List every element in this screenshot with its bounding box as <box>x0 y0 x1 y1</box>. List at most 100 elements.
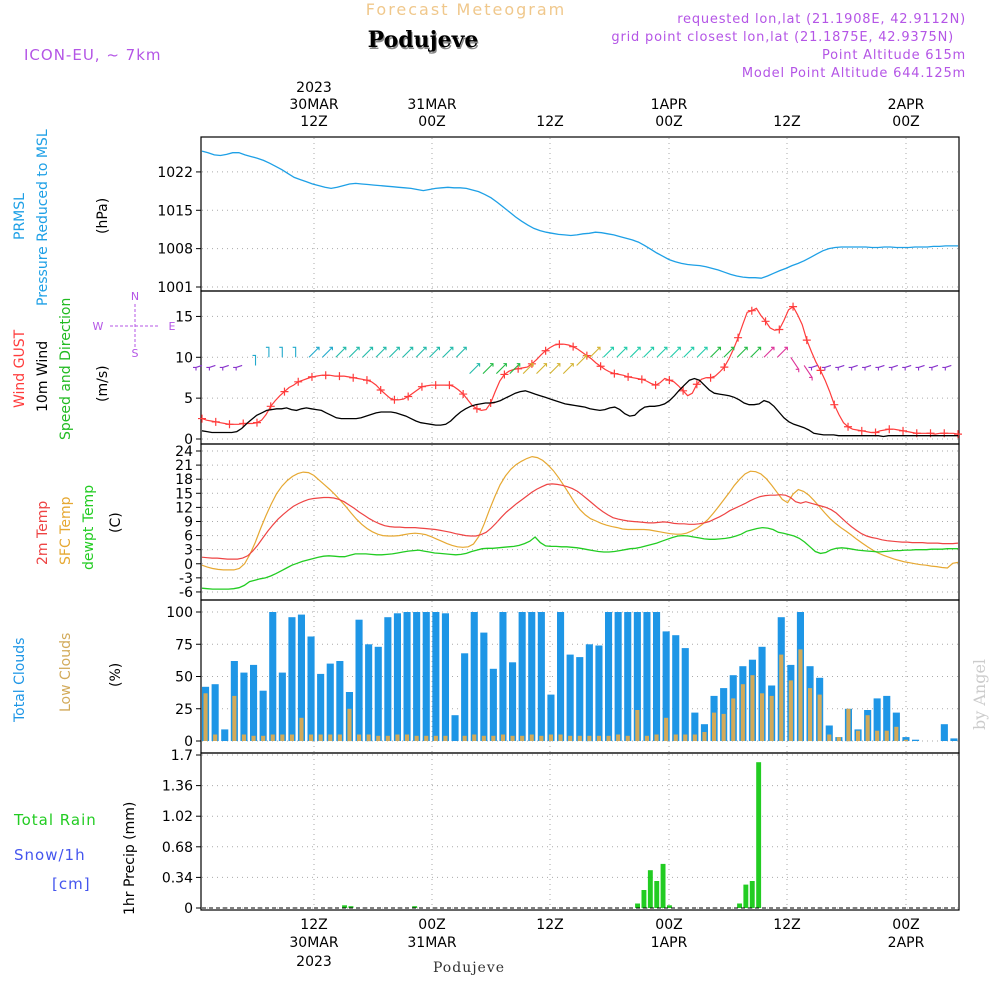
pressure-label-1: PRMSL <box>12 193 28 240</box>
low-cloud-bar <box>856 730 861 741</box>
low-cloud-bar <box>251 735 256 741</box>
wind-gust-marker <box>431 381 440 390</box>
low-cloud-bar <box>577 735 582 741</box>
wind-direction-arrow <box>415 346 427 358</box>
top-axis-hour: 12Z <box>773 114 800 130</box>
total-cloud-bar <box>393 613 401 741</box>
rain-bar <box>660 863 666 908</box>
wind-direction-arrow <box>790 356 800 373</box>
temperature-ytick-label: 21 <box>175 458 193 474</box>
wind-direction-arrow <box>308 346 320 358</box>
t2m-line <box>201 483 959 560</box>
low-cloud-bar <box>702 732 707 741</box>
snow-label: Snow/1h <box>14 846 86 864</box>
temperature-ytick-label: 0 <box>184 557 193 573</box>
precip-ytick-label: 1.02 <box>162 809 193 825</box>
total-cloud-bar <box>883 695 891 741</box>
wind-gust-marker <box>802 336 811 345</box>
low-cloud-bar <box>318 734 323 741</box>
wind-direction-arrow <box>589 346 601 358</box>
wind-gust-marker <box>734 333 743 342</box>
low-cloud-bar <box>673 734 678 741</box>
pressure-unit: (hPa) <box>95 198 111 234</box>
low-cloud-bar <box>846 708 851 742</box>
low-cloud-bar <box>395 734 400 741</box>
temperature-ytick-label: 15 <box>175 486 193 502</box>
rain-bar <box>641 890 647 908</box>
low-cloud-bar <box>894 726 899 741</box>
bottom-axis-hour: 12Z <box>300 917 327 933</box>
total-cloud-bar <box>336 661 344 741</box>
total-cloud-bar <box>518 612 526 741</box>
wind-gust-marker <box>610 369 619 378</box>
low-cloud-bar <box>213 734 218 741</box>
clouds-panel: 0 25 50 75 100 <box>166 599 960 754</box>
wind-gust-marker <box>198 414 206 423</box>
wind-direction-arrow <box>348 346 360 358</box>
total-cloud-bar <box>211 684 219 741</box>
wind-direction-arrow <box>455 346 467 358</box>
wind-direction-arrow <box>536 363 548 375</box>
wind-direction-arrow <box>469 363 481 375</box>
low-cloud-bar <box>817 694 822 741</box>
clouds-ytick-label: 25 <box>175 702 193 718</box>
bottom-time-axis: 12Z 30MAR 2023 00Z 31MAR 12Z 00Z 1APR 12… <box>289 917 924 970</box>
precip-frame <box>200 752 960 911</box>
temperature-ytick-label: 18 <box>175 472 193 488</box>
low-cloud-bar <box>520 735 525 741</box>
wind-ytick-label: 5 <box>184 391 193 407</box>
wind-gust-marker <box>445 381 454 390</box>
wind-gust-marker <box>266 402 275 411</box>
top-axis-year: 2023 <box>296 80 332 96</box>
wind-gust-marker <box>321 371 330 380</box>
wind-gust-marker <box>252 418 261 427</box>
wind-direction-arrow <box>322 346 333 358</box>
wind-direction-arrow <box>219 364 229 371</box>
total-cloud-bar <box>662 631 670 741</box>
dewpt-label: dewpt Temp <box>81 485 97 570</box>
low-cloud-bar <box>884 730 889 741</box>
wind-direction-arrow <box>902 364 912 371</box>
pressure-frame <box>200 136 960 292</box>
total-cloud-bar <box>288 617 296 741</box>
wind-gust-label: Wind GUST <box>12 329 28 408</box>
low-cloud-bar <box>385 735 390 741</box>
low-cloud-bar <box>337 734 342 741</box>
low-cloud-bar <box>347 708 352 742</box>
low-cloud-bar <box>414 735 419 741</box>
wind-gust-marker <box>514 364 523 373</box>
precip-panel: 0 0.34 0.68 1.02 1.36 1.7 <box>162 748 960 917</box>
total-cloud-bar <box>432 612 440 741</box>
total-cloud-bar <box>461 653 469 741</box>
low-cloud-bar <box>625 735 630 741</box>
total-cloud-bar <box>643 612 651 741</box>
low-cloud-bar <box>443 735 448 741</box>
low-cloud-bar <box>558 734 563 741</box>
temperature-unit: (C) <box>108 512 124 533</box>
pressure-ytick-label: 1008 <box>157 242 193 258</box>
rain-bar <box>743 884 749 908</box>
total-cloud-bar <box>499 612 507 741</box>
wind-gust-marker <box>706 373 715 382</box>
bottom-axis-hour: 00Z <box>655 917 682 933</box>
wind-direction-arrow <box>522 363 534 375</box>
bottom-axis-date: 30MAR <box>289 935 338 951</box>
wind-gust-marker <box>651 381 660 390</box>
rain-bar <box>635 903 640 908</box>
wind-ytick-label: 0 <box>184 432 193 448</box>
wind-gust-marker <box>362 376 371 385</box>
wind-direction-arrow <box>388 346 400 358</box>
wind-ytick-label: 10 <box>175 350 193 366</box>
low-cloud-bar <box>836 737 841 741</box>
pressure-ytick-label: 1001 <box>157 280 193 296</box>
compass-east: E <box>169 320 176 333</box>
precip-unit: 1hr Precip (mm) <box>122 802 138 915</box>
compass-legend: N S W E <box>93 290 176 360</box>
low-cloud-bar <box>596 735 601 741</box>
wind-gust-marker <box>390 395 399 404</box>
low-cloud-bar <box>664 717 669 741</box>
rain-bar <box>647 870 653 908</box>
wind-direction-arrow <box>193 364 203 371</box>
wind-gust-marker <box>280 387 289 396</box>
wind-direction-arrow <box>915 364 925 371</box>
